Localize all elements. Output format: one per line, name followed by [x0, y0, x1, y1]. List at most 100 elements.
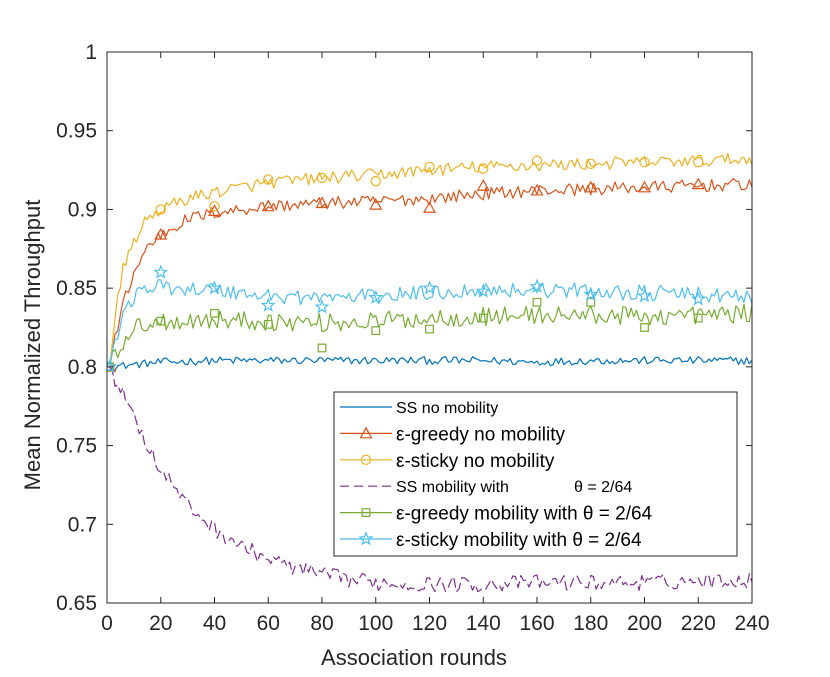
legend-item-ss-mobility: SS mobility with θ = 2/64 — [340, 479, 632, 496]
marker-sticky-no-mobility-6 — [424, 161, 435, 173]
y-tick-label: 0.7 — [68, 513, 97, 536]
x-tick-label: 40 — [203, 612, 226, 635]
marker-greedy-mobility-2 — [210, 308, 219, 318]
x-tick-label: 20 — [149, 612, 172, 635]
legend-label-ss-no-mobility: SS no mobility — [396, 400, 498, 417]
x-tick-label: 0 — [101, 612, 113, 635]
legend-label-greedy-mobility: ε-greedy mobility with θ = 2/64 — [396, 504, 653, 525]
marker-greedy-no-mobility-3 — [261, 199, 275, 212]
marker-greedy-mobility-10 — [640, 323, 649, 332]
marker-sticky-mobility-11 — [690, 291, 706, 306]
series-ss-no-mobility — [109, 356, 752, 371]
x-tick-label: 100 — [358, 612, 393, 635]
x-tick-label: 120 — [412, 612, 447, 635]
y-tick-label: 0.95 — [56, 120, 97, 143]
marker-greedy-mobility-5 — [371, 326, 381, 336]
marker-sticky-mobility-8 — [529, 278, 545, 293]
y-tick-label: 0.8 — [68, 356, 97, 379]
marker-greedy-mobility-3 — [263, 319, 273, 329]
marker-sticky-no-mobility-1 — [155, 204, 166, 215]
legend-label-suffix-ss-mobility: θ = 2/64 — [574, 479, 632, 496]
y-tick-label: 0.85 — [56, 277, 97, 300]
legend-box — [333, 391, 738, 557]
legend-label-ss-mobility: SS mobility with — [396, 479, 509, 496]
marker-sticky-mobility-6 — [421, 280, 438, 295]
marker-sticky-no-mobility-10 — [639, 156, 650, 168]
marker-greedy-mobility-6 — [425, 324, 434, 334]
marker-sticky-mobility-9 — [583, 286, 599, 301]
marker-sticky-mobility-4 — [314, 299, 330, 314]
marker-sticky-no-mobility-8 — [531, 155, 543, 166]
marker-greedy-no-mobility-4 — [315, 196, 329, 209]
series-line-greedy-mobility — [109, 303, 752, 368]
marker-sticky-mobility-2 — [206, 280, 223, 295]
marker-sticky-no-mobility-4 — [316, 172, 328, 184]
series-line-greedy-no-mobility — [109, 177, 752, 368]
marker-greedy-no-mobility-11 — [691, 177, 705, 190]
y-axis: 0.65 0.7 0.75 0.8 0.85 0.9 0.95 1 — [56, 41, 752, 615]
legend-label-sticky-mobility: ε-sticky mobility with θ = 2/64 — [396, 530, 642, 551]
legend-item-sticky-no-mobility: ε-sticky no mobility — [340, 451, 555, 472]
marker-sticky-no-mobility-9 — [585, 158, 596, 169]
x-tick-label: 80 — [310, 612, 333, 635]
legend-item-greedy-mobility: ε-greedy mobility with θ = 2/64 — [340, 504, 653, 525]
series-greedy-mobility — [107, 297, 752, 372]
legend-marker-greedy-mobility — [361, 508, 371, 517]
series-greedy-no-mobility — [107, 177, 752, 372]
legend-item-greedy-no-mobility: ε-greedy no mobility — [340, 424, 565, 445]
x-tick-label: 160 — [519, 612, 554, 635]
legend-marker-greedy-no-mobility — [359, 426, 373, 439]
series-sticky-no-mobility — [107, 152, 752, 373]
y-tick-label: 0.65 — [56, 592, 97, 615]
series-line-ss-no-mobility — [109, 356, 752, 371]
legend-label-greedy-no-mobility: ε-greedy no mobility — [396, 424, 565, 445]
y-axis-title: Mean Normalized Throughput — [20, 200, 45, 491]
legend-marker-sticky-no-mobility — [360, 454, 372, 465]
marker-sticky-mobility-5 — [368, 289, 384, 304]
series-lines — [107, 152, 752, 593]
x-tick-label: 60 — [257, 612, 280, 635]
x-axis-title: Association rounds — [321, 645, 507, 670]
series-line-sticky-no-mobility — [109, 152, 752, 368]
x-tick-label: 140 — [466, 612, 501, 635]
series-line-sticky-mobility — [109, 279, 752, 368]
marker-greedy-mobility-9 — [586, 297, 596, 307]
marker-greedy-no-mobility-7 — [476, 179, 490, 191]
marker-greedy-mobility-11 — [693, 313, 703, 323]
marker-sticky-mobility-7 — [475, 283, 491, 298]
marker-sticky-no-mobility-2 — [209, 201, 220, 212]
marker-sticky-mobility-1 — [153, 264, 169, 279]
legend: SS no mobility ε-greedy no mobility ε-stic… — [333, 391, 738, 557]
marker-sticky-no-mobility-3 — [263, 174, 274, 185]
x-tick-label: 180 — [573, 612, 608, 635]
y-tick-label: 0.9 — [68, 198, 97, 221]
x-tick-label: 200 — [627, 612, 662, 635]
marker-greedy-no-mobility-9 — [584, 180, 598, 193]
marker-greedy-no-mobility-8 — [530, 183, 544, 196]
marker-sticky-no-mobility-7 — [478, 163, 489, 174]
marker-greedy-no-mobility-1 — [154, 227, 168, 240]
legend-marker-sticky-mobility — [358, 531, 374, 546]
marker-greedy-no-mobility-5 — [369, 197, 383, 210]
marker-greedy-mobility-4 — [317, 343, 327, 353]
marker-greedy-mobility-8 — [532, 297, 542, 307]
marker-sticky-mobility-0 — [107, 358, 118, 374]
marker-greedy-no-mobility-6 — [422, 201, 437, 213]
y-tick-label: 1 — [85, 41, 97, 64]
marker-greedy-mobility-7 — [478, 313, 488, 323]
x-tick-label: 220 — [681, 612, 716, 635]
x-tick-label: 240 — [734, 612, 769, 635]
marker-greedy-mobility-1 — [156, 316, 166, 326]
legend-label-sticky-no-mobility: ε-sticky no mobility — [396, 451, 555, 472]
marker-sticky-no-mobility-5 — [370, 175, 381, 187]
marker-greedy-no-mobility-10 — [637, 180, 652, 193]
marker-sticky-no-mobility-11 — [693, 156, 704, 168]
series-sticky-mobility — [107, 264, 752, 374]
x-axis: 0 20 40 60 80 100 120 140 160 180 200 220 240 — [101, 52, 770, 635]
y-tick-label: 0.75 — [56, 435, 97, 458]
legend-item-sticky-mobility: ε-sticky mobility with θ = 2/64 — [340, 530, 642, 551]
marker-sticky-mobility-3 — [260, 297, 276, 312]
legend-item-ss-no-mobility: SS no mobility — [340, 400, 498, 417]
